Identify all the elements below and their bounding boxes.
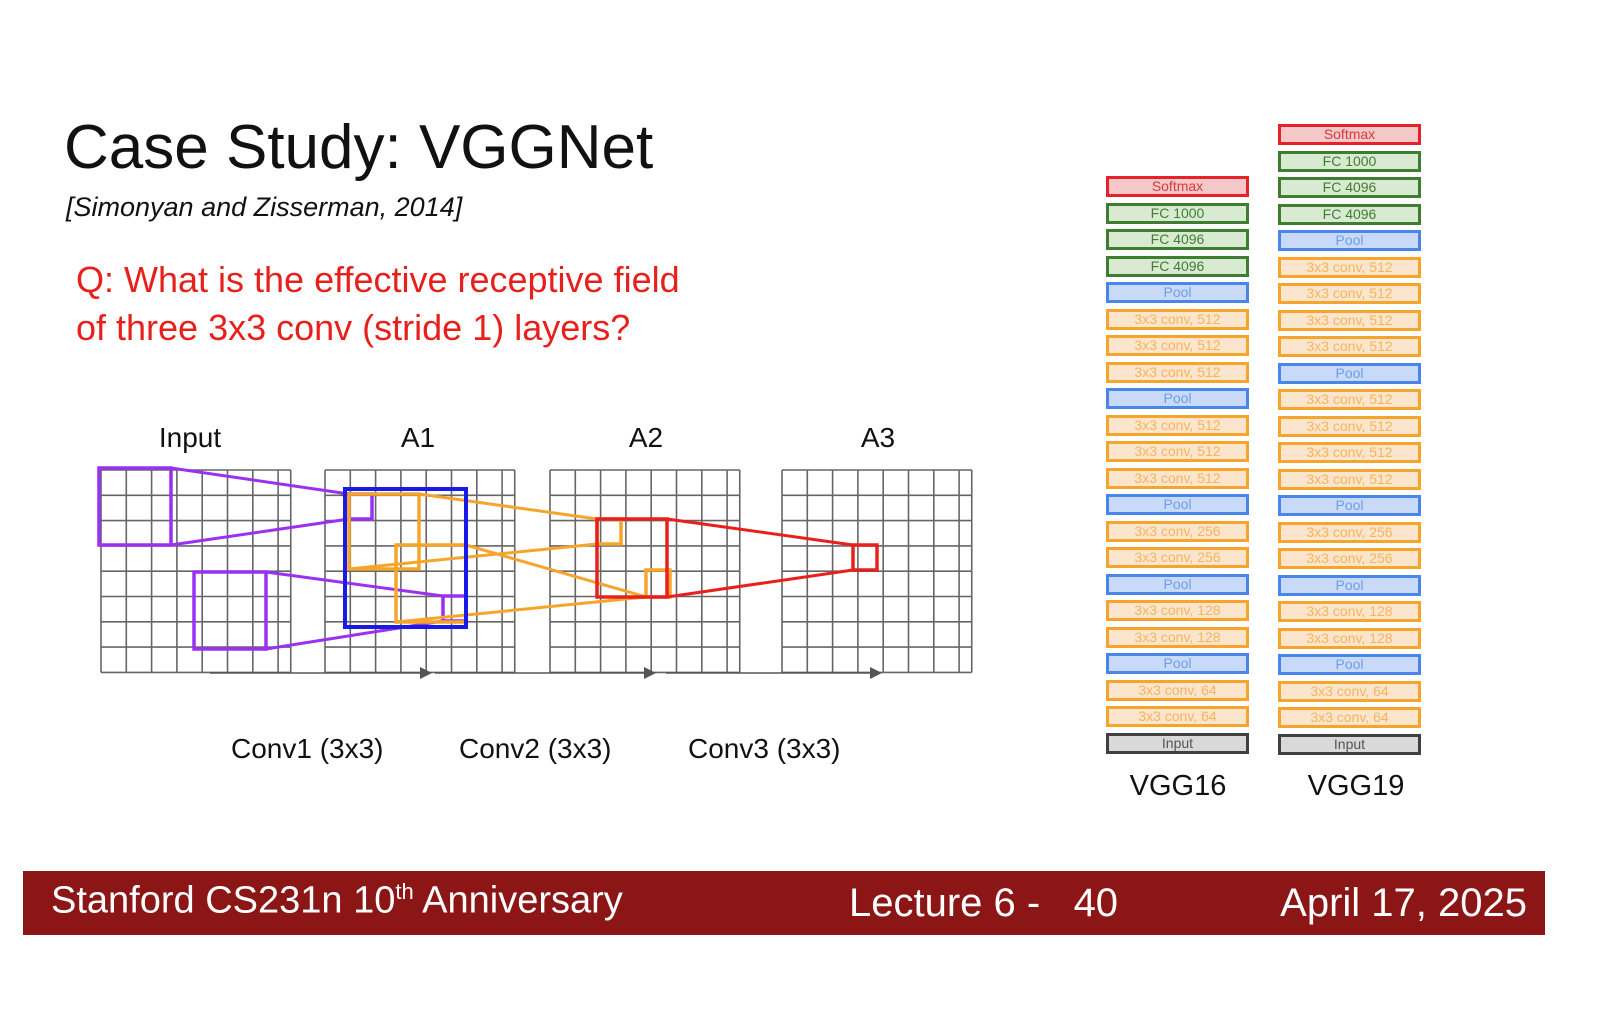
- grid-label-a1: A1: [400, 422, 436, 453]
- layer-conv: 3x3 conv, 256: [1106, 547, 1249, 568]
- layer-conv: 3x3 conv, 256: [1278, 548, 1421, 569]
- footer-bar: Stanford CS231n 10th Anniversary Lecture…: [23, 871, 1545, 935]
- arrow-head: [870, 667, 882, 679]
- layer-conv: 3x3 conv, 512: [1106, 308, 1249, 330]
- conv1-label: Conv1 (3x3): [231, 733, 384, 764]
- layer-conv: 3x3 conv, 512: [1106, 361, 1249, 383]
- vgg16-label: VGG16: [1129, 770, 1227, 802]
- layer-softmax: Softmax: [1278, 124, 1421, 145]
- arrow-head: [644, 667, 656, 679]
- receptive-field-diagram: [97, 466, 973, 679]
- footer-course: Stanford CS231n 10th Anniversary: [51, 879, 623, 923]
- footer-course-name: Stanford CS231n 10: [51, 879, 396, 922]
- layer-conv: 3x3 conv, 64: [1278, 680, 1421, 702]
- layer-fc: FC 1000: [1278, 150, 1421, 172]
- citation: [Simonyan and Zisserman, 2014]: [66, 192, 463, 222]
- layer-pool: Pool: [1106, 282, 1249, 303]
- a1-receptive-box: [343, 487, 468, 629]
- input-window-2: [192, 570, 268, 651]
- question-line-1: Q: What is the effective receptive field: [76, 259, 680, 300]
- layer-pool: Pool: [1278, 230, 1421, 251]
- layer-input: Input: [1278, 733, 1421, 755]
- layer-conv: 3x3 conv, 512: [1278, 389, 1421, 410]
- vgg19-label: VGG19: [1307, 770, 1405, 802]
- footer-course-suffix: Anniversary: [413, 879, 623, 922]
- layer-softmax: Softmax: [1106, 176, 1249, 197]
- conv2-ray: [348, 542, 598, 571]
- layer-fc: FC 4096: [1278, 177, 1421, 198]
- layer-conv: 3x3 conv, 64: [1106, 679, 1249, 701]
- layer-conv: 3x3 conv, 512: [1278, 283, 1421, 304]
- conv2-ray: [418, 492, 598, 521]
- layer-conv: 3x3 conv, 512: [1278, 256, 1421, 278]
- layer-pool: Pool: [1278, 574, 1421, 596]
- layer-conv: 3x3 conv, 512: [1278, 468, 1421, 490]
- footer-lecture-label: Lecture 6 -: [849, 881, 1041, 925]
- layer-conv: 3x3 conv, 512: [1278, 309, 1421, 331]
- footer-lecture: Lecture 6 - 40: [849, 881, 1118, 926]
- a1-window-2: [394, 543, 468, 624]
- grid-label-a3: A3: [860, 422, 896, 453]
- input-window-1: [97, 466, 173, 547]
- layer-pool: Pool: [1106, 494, 1249, 515]
- layer-conv: 3x3 conv, 128: [1106, 626, 1249, 648]
- layer-fc: FC 4096: [1278, 203, 1421, 225]
- layer-conv: 3x3 conv, 512: [1278, 336, 1421, 357]
- conv2-ray: [395, 595, 647, 624]
- layer-conv: 3x3 conv, 64: [1106, 706, 1249, 727]
- layer-conv: 3x3 conv, 512: [1106, 441, 1249, 462]
- conv1-ray: [170, 517, 350, 547]
- layer-conv: 3x3 conv, 512: [1106, 467, 1249, 489]
- question-line-2: of three 3x3 conv (stride 1) layers?: [76, 307, 631, 348]
- footer-date: April 17, 2025: [1280, 881, 1527, 925]
- layer-fc: FC 4096: [1106, 255, 1249, 277]
- footer-page-number: 40: [1073, 881, 1119, 925]
- layer-pool: Pool: [1106, 388, 1249, 409]
- layer-conv: 3x3 conv, 256: [1278, 521, 1421, 543]
- a2-window: [595, 517, 669, 599]
- layer-pool: Pool: [1106, 573, 1249, 595]
- layer-conv: 3x3 conv, 64: [1278, 707, 1421, 728]
- conv1-ray: [265, 570, 444, 598]
- question: Q: What is the effective receptive field…: [76, 256, 680, 352]
- layer-fc: FC 4096: [1106, 229, 1249, 250]
- layer-fc: FC 1000: [1106, 202, 1249, 224]
- layer-conv: 3x3 conv, 128: [1278, 627, 1421, 649]
- layer-pool: Pool: [1278, 654, 1421, 675]
- conv3-label: Conv3 (3x3): [688, 733, 841, 764]
- layer-pool: Pool: [1278, 362, 1421, 384]
- conv3-ray: [666, 517, 854, 547]
- footer-course-sup: th: [395, 879, 414, 904]
- grid-label-input: Input: [158, 422, 222, 453]
- a1-window-1: [347, 492, 421, 571]
- layer-input: Input: [1106, 732, 1249, 754]
- layer-pool: Pool: [1278, 495, 1421, 516]
- conv1-ray: [170, 466, 350, 496]
- layer-conv: 3x3 conv, 512: [1106, 414, 1249, 436]
- layer-conv: 3x3 conv, 128: [1106, 600, 1249, 621]
- conv2-label: Conv2 (3x3): [459, 733, 612, 764]
- layer-conv: 3x3 conv, 256: [1106, 520, 1249, 542]
- conv2-ray: [465, 543, 647, 599]
- arrow-head: [420, 667, 432, 679]
- layer-conv: 3x3 conv, 512: [1278, 442, 1421, 463]
- grid-label-a2: A2: [628, 422, 664, 453]
- slide-title: Case Study: VGGNet: [64, 113, 654, 182]
- a1-cell-1: [347, 492, 374, 521]
- a3-cell: [851, 543, 879, 572]
- conv3-ray: [666, 568, 854, 599]
- layer-conv: 3x3 conv, 512: [1278, 415, 1421, 437]
- layer-conv: 3x3 conv, 512: [1106, 335, 1249, 356]
- layer-conv: 3x3 conv, 128: [1278, 601, 1421, 622]
- layer-pool: Pool: [1106, 653, 1249, 674]
